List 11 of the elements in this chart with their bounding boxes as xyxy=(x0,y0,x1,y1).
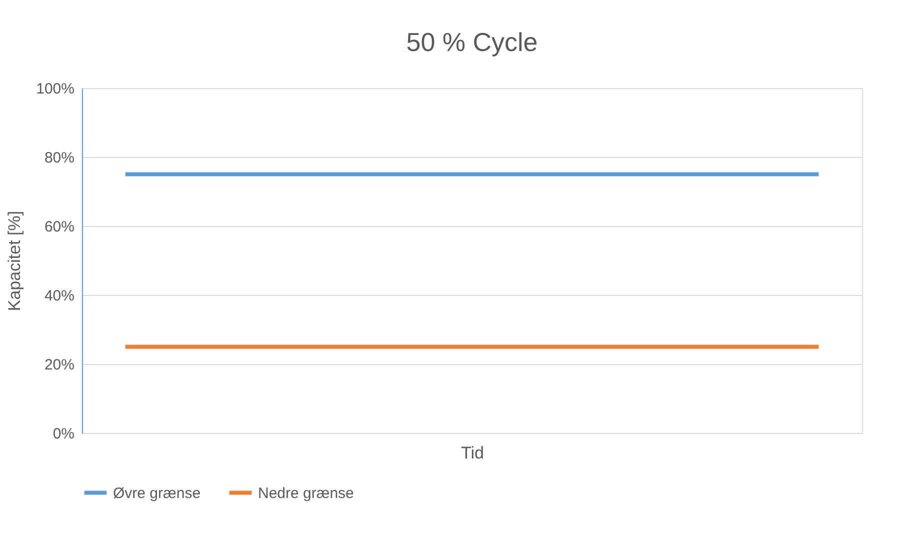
chart-title: 50 % Cycle xyxy=(406,27,538,57)
y-tick-label: 40% xyxy=(44,288,74,304)
y-tick-label: 0% xyxy=(52,426,74,442)
y-tick-label: 80% xyxy=(44,150,74,166)
y-tick-label: 60% xyxy=(44,218,74,236)
x-axis-title: Tid xyxy=(461,444,484,462)
y-axis-title: Kapacitet [%] xyxy=(5,210,24,312)
y-tick-label: 100% xyxy=(36,80,74,98)
y-tick-label: 20% xyxy=(44,356,74,374)
legend-label: Øvre grænse xyxy=(113,484,201,502)
legend-label: Nedre grænse xyxy=(258,484,354,502)
